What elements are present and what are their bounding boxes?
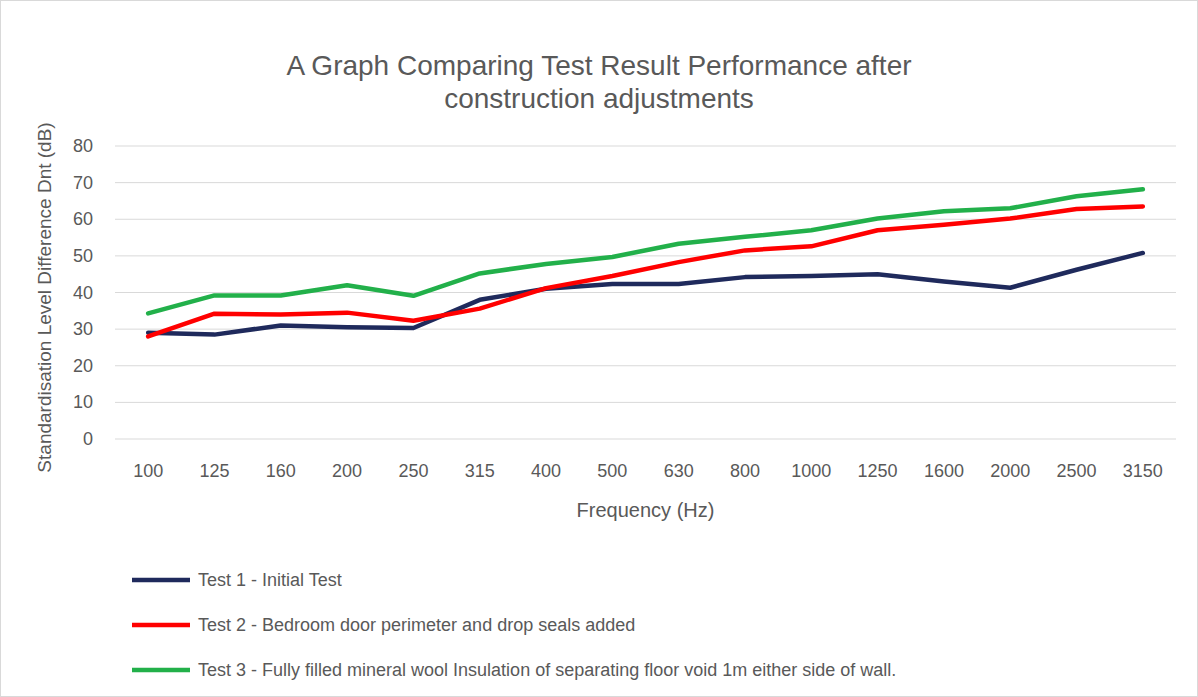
legend-label: Test 1 - Initial Test <box>198 570 342 590</box>
x-tick-label: 800 <box>730 461 760 481</box>
legend-swatch <box>132 578 190 583</box>
y-tick-label: 40 <box>73 283 93 303</box>
y-tick-label: 0 <box>83 429 93 449</box>
chart: A Graph Comparing Test Result Performanc… <box>0 0 1198 697</box>
x-tick-label: 160 <box>266 461 296 481</box>
x-tick-label: 200 <box>332 461 362 481</box>
legend-swatch <box>132 668 190 673</box>
x-tick-label: 2500 <box>1057 461 1097 481</box>
x-tick-label: 500 <box>597 461 627 481</box>
grid-line <box>115 365 1176 366</box>
x-tick-label: 2000 <box>990 461 1030 481</box>
x-tick-label: 315 <box>465 461 495 481</box>
chart-frame <box>1 1 1198 697</box>
title: A Graph Comparing Test Result Performanc… <box>286 50 911 114</box>
x-tick-label: 630 <box>664 461 694 481</box>
y-tick-label: 30 <box>73 319 93 339</box>
x-tick-label: 400 <box>531 461 561 481</box>
y-tick-label: 70 <box>73 173 93 193</box>
y-tick-label: 50 <box>73 246 93 266</box>
x-axis-title: Frequency (Hz) <box>577 499 715 521</box>
y-axis-title: Standardisation Level Difference Dnt (dB… <box>34 122 55 472</box>
y-tick-label: 10 <box>73 392 93 412</box>
y-tick-label: 80 <box>73 136 93 156</box>
x-tick-label: 100 <box>133 461 163 481</box>
series-line <box>148 189 1143 313</box>
legend-label: Test 3 - Fully filled mineral wool Insul… <box>198 660 896 680</box>
x-tick-label: 125 <box>199 461 229 481</box>
grid-line <box>115 255 1176 256</box>
title-line: A Graph Comparing Test Result Performanc… <box>286 50 911 81</box>
series-line <box>148 206 1143 336</box>
legend-swatch <box>132 623 190 628</box>
plot-area <box>148 189 1143 336</box>
x-tick-label: 1250 <box>858 461 898 481</box>
grid-line <box>115 146 1176 147</box>
legend-label: Test 2 - Bedroom door perimeter and drop… <box>198 615 635 635</box>
x-tick-label: 1600 <box>924 461 964 481</box>
x-tick-label: 250 <box>398 461 428 481</box>
x-tick-label: 1000 <box>791 461 831 481</box>
grid-line <box>115 402 1176 403</box>
x-tick-label: 3150 <box>1123 461 1163 481</box>
y-tick-label: 60 <box>73 209 93 229</box>
grid-line <box>115 329 1176 330</box>
title-line: construction adjustments <box>444 83 754 114</box>
y-tick-label: 20 <box>73 356 93 376</box>
grid-line <box>115 292 1176 293</box>
grid-line <box>115 182 1176 183</box>
grid-line <box>115 439 1176 440</box>
